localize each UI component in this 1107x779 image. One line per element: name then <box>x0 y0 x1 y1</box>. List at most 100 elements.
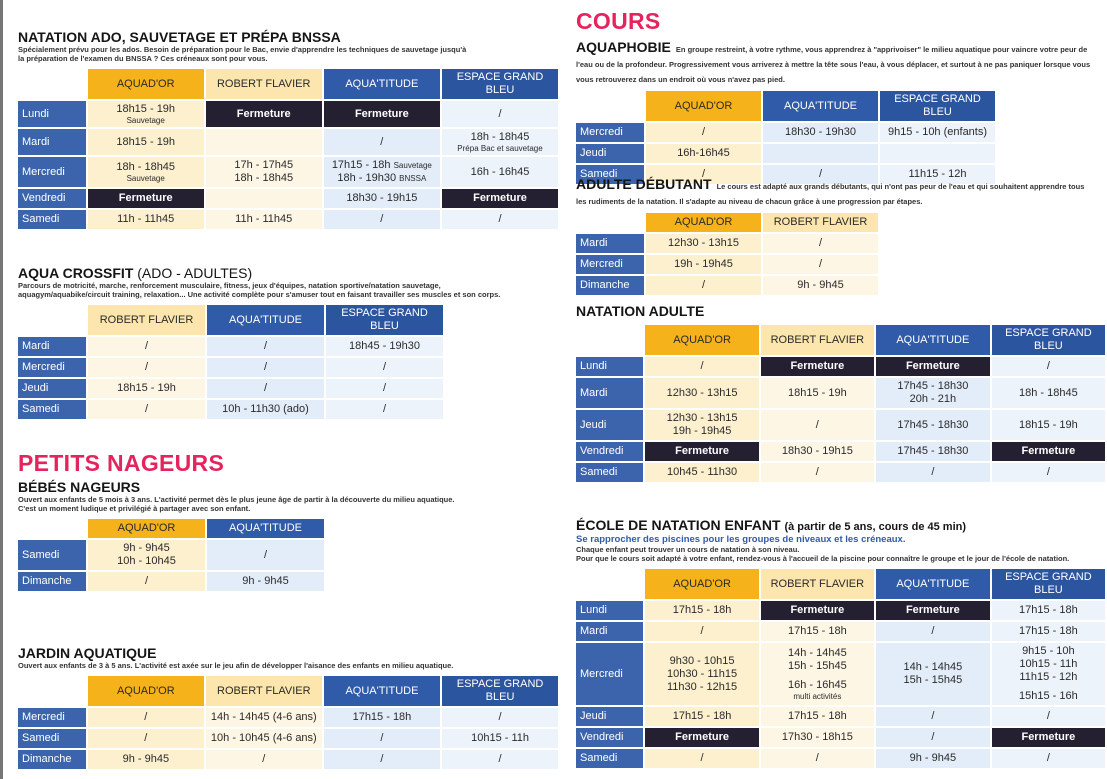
day-row: Vendredi Fermeture 17h30 - 18h15/Fermeture <box>576 728 1105 747</box>
time-line: 18h30 - 19h30 <box>785 126 856 138</box>
time-line: 10h - 11h30 (ado) <box>222 403 309 415</box>
section: NATATION ADO, SAUVETAGE ET PRÉPA BNSSA Sp… <box>18 30 560 231</box>
time-cell: / <box>875 622 990 641</box>
time-cell: 9h30 - 10h15 10h30 - 11h15 11h30 - 12h15 <box>645 643 759 705</box>
time-cell: 17h45 - 18h30 <box>875 410 990 440</box>
time-line: 17h15 - 18h Sauvetage <box>326 159 438 172</box>
day-row: Mercredi 18h - 18h45 Sauvetage 17h - 17h45 1… <box>18 157 558 187</box>
time-cell: 14h - 14h45 15h - 15h45 16h - 16h45 multi a… <box>760 643 874 705</box>
pool-header: AQUA'TITUDE <box>207 519 324 538</box>
pool-header: ROBERT FLAVIER <box>760 569 874 599</box>
day-label: Samedi <box>18 400 86 419</box>
note: Sauvetage <box>393 161 432 170</box>
time-cell: / <box>442 708 558 727</box>
time-line: 10h - 10h45 <box>117 555 176 567</box>
corner <box>576 325 643 355</box>
time-cell: 18h - 18h45 <box>991 378 1105 408</box>
day-label: Lundi <box>576 357 644 376</box>
day-label: Mercredi <box>576 255 644 274</box>
time: 17h15 - 18h <box>331 159 391 171</box>
time-line: / <box>263 548 268 561</box>
time-line: / <box>380 213 384 225</box>
time-cell: 10h15 - 11h <box>442 729 558 748</box>
time-cell: / <box>760 749 874 768</box>
time-cell: 9h - 9h45 10h - 10h45 <box>88 540 205 570</box>
closed-cell: Fermeture <box>875 357 990 376</box>
section: COURS <box>576 8 661 35</box>
closed-cell: Fermeture <box>991 442 1105 461</box>
time-cell: / <box>323 750 441 769</box>
description: la préparation de l'examen du BNSSA ? Ce… <box>18 54 268 63</box>
time-line: / <box>262 753 266 765</box>
time-cell: 14h - 14h45 15h - 15h45 <box>875 643 990 705</box>
day-label: Jeudi <box>576 410 644 440</box>
time-cell: 17h15 - 18h <box>645 601 759 620</box>
pool-header: ROBERT FLAVIER <box>88 305 205 335</box>
pool-header: ESPACE GRAND BLEU <box>991 569 1105 599</box>
time-line: / <box>382 382 387 394</box>
day-row: Mercredi 9h30 - 10h15 10h30 - 11h15 11h30 -… <box>576 643 1105 705</box>
time-cell: 17h15 - 18h <box>760 707 874 726</box>
time-line: 10h - 10h45 (4-6 ans) <box>210 732 317 744</box>
day-label: Jeudi <box>576 144 644 163</box>
time-line: 10h15 - 11h <box>471 732 529 744</box>
section-heading: PETITS NAGEURS <box>18 450 225 476</box>
pool-header: ESPACE GRAND BLEU <box>441 69 558 99</box>
time-line: 18h - 18h45 <box>234 172 294 184</box>
section-title: ÉCOLE DE NATATION ENFANT (à partir de 5 … <box>576 518 1107 535</box>
lead-text: Le cours est adapté aux grands débutants… <box>576 182 1085 206</box>
day-row: Samedi / / 11h15 - 12h <box>576 165 995 184</box>
time-cell: / <box>991 707 1105 726</box>
title-text: AQUAPHOBIE <box>576 39 671 55</box>
time-line: / <box>1046 710 1050 722</box>
time-line: 20h - 21h <box>909 393 957 405</box>
time-line: 9h - 9h45 <box>242 575 289 587</box>
header-row: AQUAD'OR AQUA'TITUDE <box>18 519 324 538</box>
time: 18h - 19h30 <box>337 172 397 184</box>
time-line: 18h15 - 19h <box>116 103 176 115</box>
time-cell: / <box>207 540 324 570</box>
time-line: / <box>815 466 819 478</box>
time-cell: 9h - 9h45 <box>763 276 878 295</box>
time-cell: 17h15 - 18h <box>645 707 759 726</box>
schedule-table: AQUAD'OR AQUA'TITUDE ESPACE GRAND BLEU Merc… <box>574 89 997 186</box>
time-line: / <box>701 279 706 291</box>
day-row: Samedi / 10h - 10h45 (4-6 ans) / 10h15 - 11h <box>18 729 558 748</box>
note: Prépa Bac et sauvetage <box>457 144 543 153</box>
time-line: / <box>931 710 935 722</box>
schedule-table: AQUAD'OR AQUA'TITUDE Samedi 9h - 9h45 10h - … <box>16 517 326 593</box>
schedule-table: ROBERT FLAVIER AQUA'TITUDE ESPACE GRAND BL… <box>16 303 445 421</box>
time-line: / <box>498 213 502 225</box>
note: multi activités <box>793 692 842 701</box>
time-line: 11h - 11h45 <box>235 213 293 225</box>
time-cell: / <box>646 123 761 142</box>
pool-header: ESPACE GRAND BLEU <box>991 325 1105 355</box>
time-cell: 9h - 9h45 <box>207 572 324 591</box>
day-label: Vendredi <box>576 442 644 461</box>
description: Ouvert aux enfants de 3 à 5 ans. L'activ… <box>18 661 454 670</box>
time-cell: / <box>646 276 761 295</box>
time-cell: 17h15 - 18h <box>991 622 1105 641</box>
pool-header: AQUAD'OR <box>645 325 759 355</box>
day-row: Jeudi 18h15 - 19h / / <box>18 379 443 398</box>
title-text: AQUA CROSSFIT <box>18 265 134 281</box>
day-label: Mardi <box>576 234 644 253</box>
section-heading: COURS <box>576 8 661 34</box>
pool-header: ROBERT FLAVIER <box>205 676 322 706</box>
section: NATATION ADULTE AQUAD'OR ROBERT FLAVIER AQU… <box>576 304 1107 484</box>
time-cell: / <box>763 165 878 184</box>
time-line: 18h - 18h45 <box>1019 386 1078 399</box>
left-column: NATATION ADO, SAUVETAGE ET PRÉPA BNSSA Sp… <box>0 0 560 779</box>
lead-text: En groupe restreint, à votre rythme, vou… <box>576 45 1091 84</box>
day-label: Mercredi <box>576 643 644 705</box>
day-row: Dimanche 9h - 9h45 / / / <box>18 750 558 769</box>
time-line: 18h15 - 19h <box>117 382 176 394</box>
time-line: / <box>700 625 704 637</box>
section-title: JARDIN AQUATIQUE <box>18 646 560 661</box>
time-line: 11h - 11h45 <box>117 213 175 225</box>
day-row: Samedi 9h - 9h45 10h - 10h45/ <box>18 540 324 570</box>
time-line: / <box>263 340 268 352</box>
time-line: / <box>815 752 819 764</box>
day-row: Mardi 12h30 - 13h15 / <box>576 234 878 253</box>
